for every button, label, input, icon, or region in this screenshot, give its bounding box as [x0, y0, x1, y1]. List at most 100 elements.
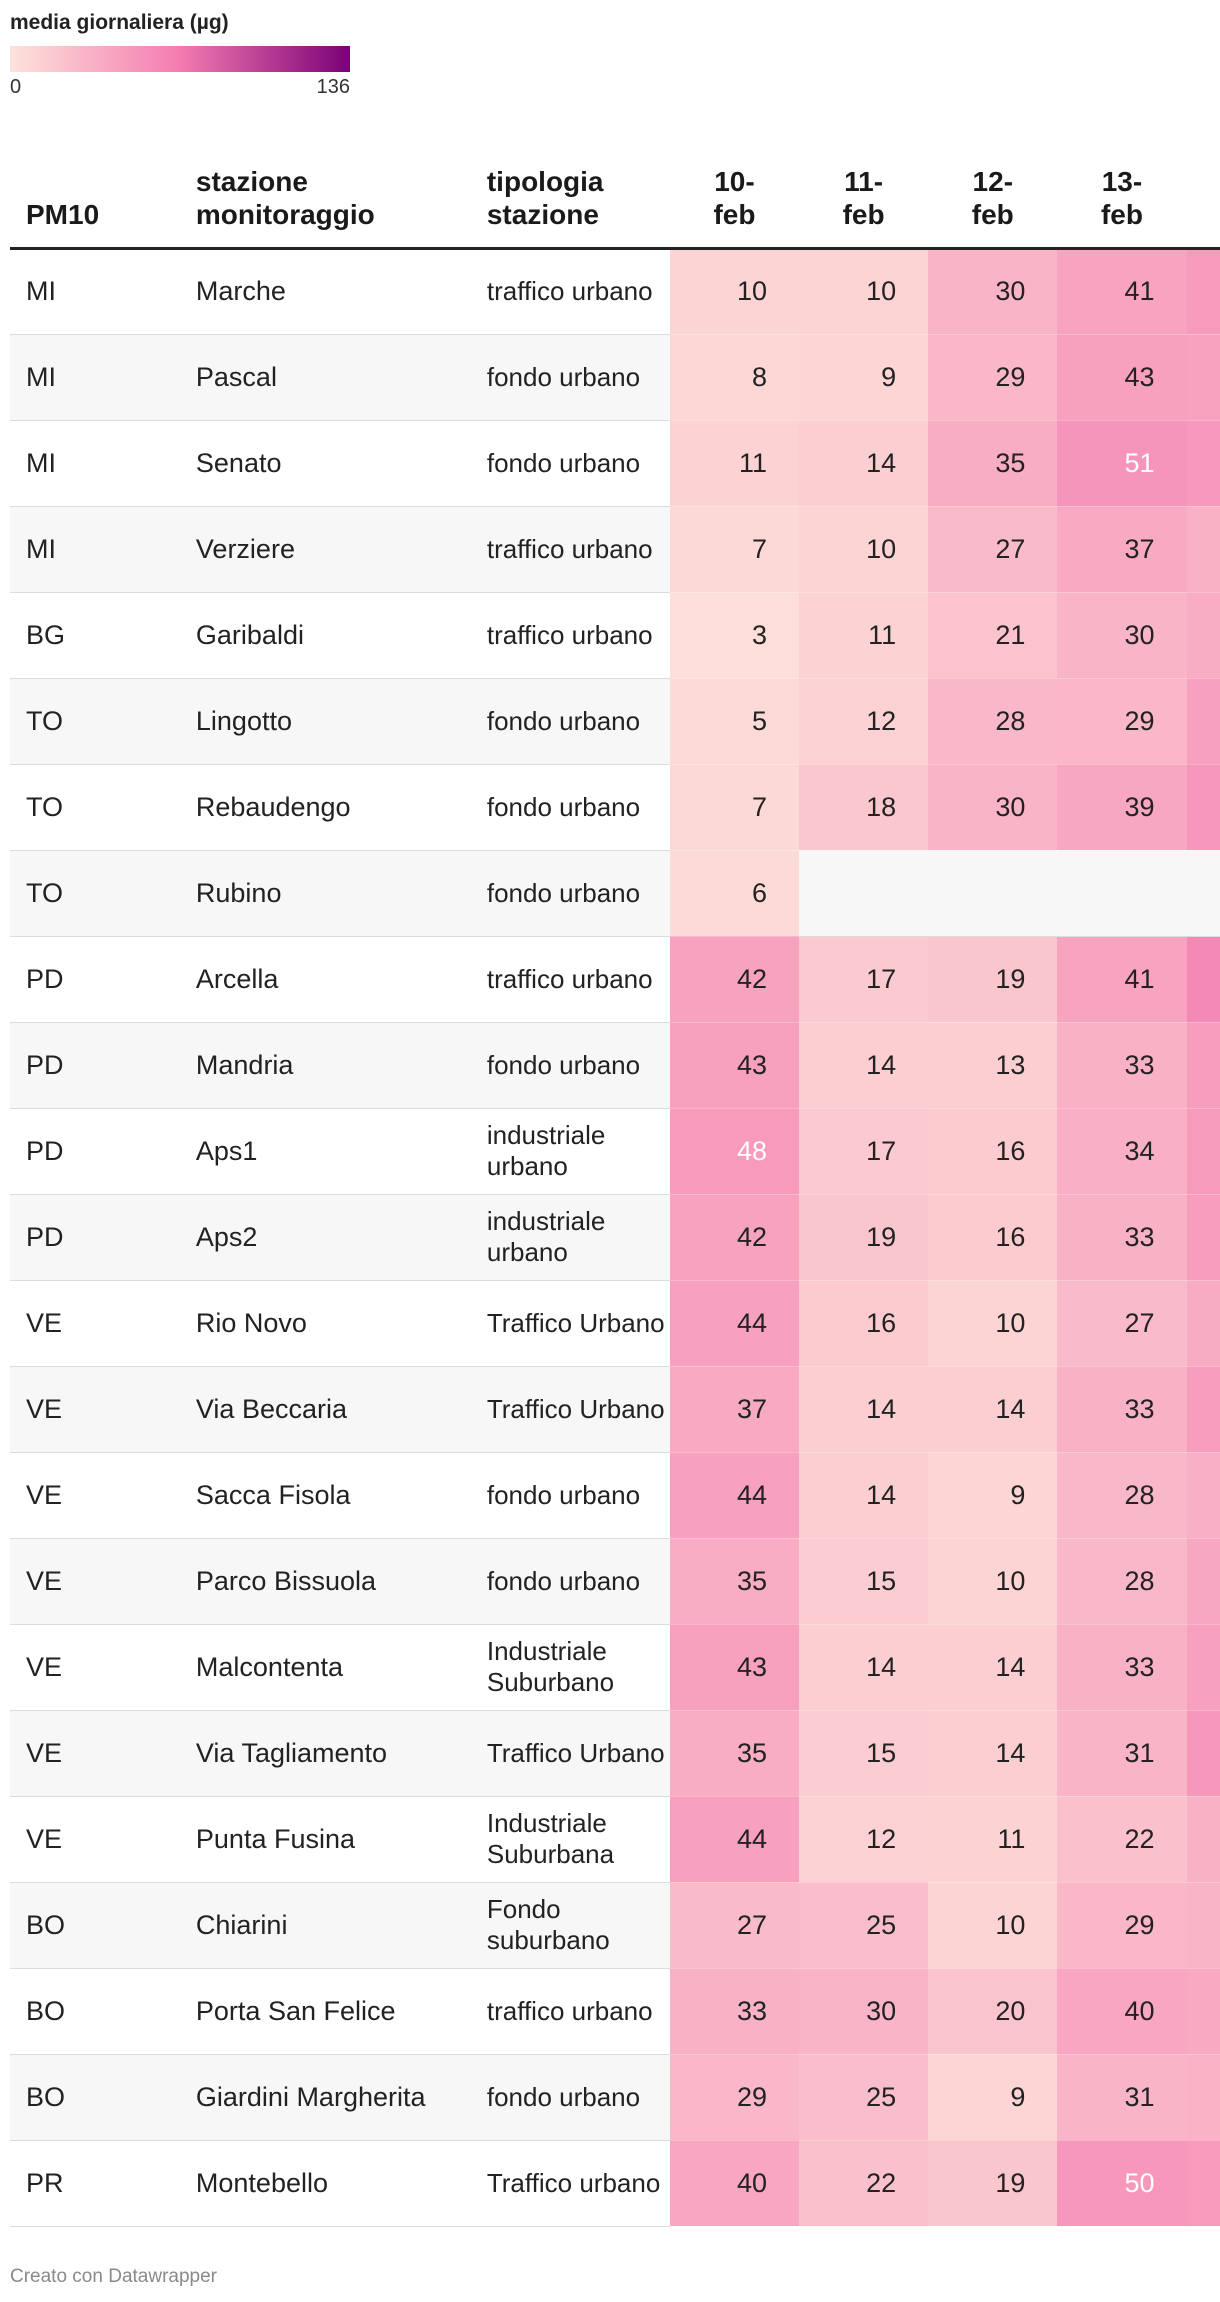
cell-value: 9: [928, 2054, 1058, 2141]
cell-value: 15: [799, 1538, 929, 1625]
cell-station: Rubino: [179, 850, 471, 937]
cell-value: 47: [1186, 1108, 1220, 1195]
cell-value: 33: [1057, 1624, 1187, 1711]
table-row: TO Rubino fondo urbano 6: [10, 850, 1220, 937]
cell-station: Sacca Fisola: [179, 1452, 471, 1539]
cell-value: 33: [669, 1968, 800, 2055]
cell-value: 28: [928, 678, 1058, 765]
pm10-table-container[interactable]: PM10 stazione monitoraggio tipologia stazi…: [10, 150, 1220, 2230]
cell-value: 37: [1057, 506, 1187, 593]
table-row: VE Punta Fusina Industriale Suburbana 44 12 1…: [10, 1796, 1220, 1883]
cell-station: Chiarini: [179, 1882, 471, 1969]
cell-value: 41: [1057, 936, 1187, 1023]
cell-value: 10: [928, 1882, 1058, 1969]
cell-station-type: fondo urbano: [470, 420, 670, 507]
cell-value: 27: [669, 1882, 800, 1969]
cell-value: 14: [799, 420, 929, 507]
header-pm10[interactable]: PM10: [10, 150, 180, 250]
cell-value: 30: [928, 764, 1058, 851]
cell-station-type: traffico urbano: [470, 592, 670, 679]
cell-station: Verziere: [179, 506, 471, 593]
cell-value: 35: [669, 1538, 800, 1625]
cell-station: Rio Novo: [179, 1280, 471, 1367]
cell-province: VE: [10, 1710, 180, 1797]
cell-value: 17: [799, 1108, 929, 1195]
header-date[interactable]: 11- feb: [799, 150, 929, 250]
cell-station-type: fondo urbano: [470, 2054, 670, 2141]
cell-value: 27: [928, 506, 1058, 593]
cell-value: 16: [799, 1280, 929, 1367]
cell-station-type: traffico urbano: [470, 1968, 670, 2055]
cell-value: 28: [1057, 1538, 1187, 1625]
header-station-type[interactable]: tipologia stazione: [470, 150, 670, 250]
cell-station: Porta San Felice: [179, 1968, 471, 2055]
cell-value: 14: [928, 1624, 1058, 1711]
cell-value: 10: [799, 506, 929, 593]
cell-value: 7: [669, 764, 800, 851]
cell-value: 32: [1186, 2054, 1220, 2141]
cell-value: 50: [1186, 1710, 1220, 1797]
cell-value: 29: [1057, 678, 1187, 765]
cell-value: 48: [669, 1108, 800, 1195]
cell-value: 39: [1057, 764, 1187, 851]
cell-province: PD: [10, 936, 180, 1023]
cell-value: 48: [1186, 2140, 1220, 2227]
cell-value: 11: [799, 592, 929, 679]
cell-station-type: industriale urbano: [470, 1194, 670, 1281]
cell-value: 11: [928, 1796, 1058, 1883]
cell-value: 11: [669, 420, 800, 507]
cell-station-type: industriale urbano: [470, 1108, 670, 1195]
cell-province: BO: [10, 2054, 180, 2141]
cell-value: 12: [799, 678, 929, 765]
cell-value: 25: [799, 2054, 929, 2141]
cell-value: 20: [928, 1968, 1058, 2055]
cell-value: 15: [799, 1710, 929, 1797]
header-date[interactable]: 10- feb: [669, 150, 800, 250]
cell-station-type: fondo urbano: [470, 1022, 670, 1109]
cell-value: 25: [799, 1882, 929, 1969]
cell-value: 37: [1186, 1968, 1220, 2055]
cell-value: 34: [1057, 1108, 1187, 1195]
cell-station-type: fondo urbano: [470, 334, 670, 421]
cell-province: PR: [10, 2140, 180, 2227]
header-station[interactable]: stazione monitoraggio: [179, 150, 471, 250]
header-date[interactable]: 13- feb: [1057, 150, 1187, 250]
cell-province: VE: [10, 1796, 180, 1883]
cell-value: 12: [799, 1796, 929, 1883]
cell-value: 37: [669, 1366, 800, 1453]
cell-value: 29: [928, 334, 1058, 421]
cell-value: 44: [1186, 678, 1220, 765]
cell-value: 22: [799, 2140, 929, 2227]
header-date[interactable]: 14-feb: [1186, 150, 1220, 250]
cell-value: 40: [1057, 1968, 1187, 2055]
cell-station-type: fondo urbano: [470, 1452, 670, 1539]
cell-value: 30: [928, 248, 1058, 335]
cell-value: 31: [1186, 1882, 1220, 1969]
cell-value: 49: [1186, 420, 1220, 507]
cell-value: 14: [799, 1452, 929, 1539]
cell-value: 33: [1057, 1366, 1187, 1453]
cell-value: 42: [669, 936, 800, 1023]
header-date[interactable]: 12- feb: [928, 150, 1058, 250]
cell-province: BO: [10, 1882, 180, 1969]
cell-value: 17: [799, 936, 929, 1023]
cell-value: 30: [799, 1968, 929, 2055]
cell-station: Lingotto: [179, 678, 471, 765]
cell-province: TO: [10, 850, 180, 937]
cell-station-type: fondo urbano: [470, 1538, 670, 1625]
footer-credit: Creato con Datawrapper: [10, 2266, 217, 2287]
cell-value: 44: [1186, 1624, 1220, 1711]
cell-value: 22: [1057, 1796, 1187, 1883]
cell-value: 16: [928, 1108, 1058, 1195]
cell-station: Mandria: [179, 1022, 471, 1109]
cell-value: 31: [1057, 1710, 1187, 1797]
cell-province: BO: [10, 1968, 180, 2055]
